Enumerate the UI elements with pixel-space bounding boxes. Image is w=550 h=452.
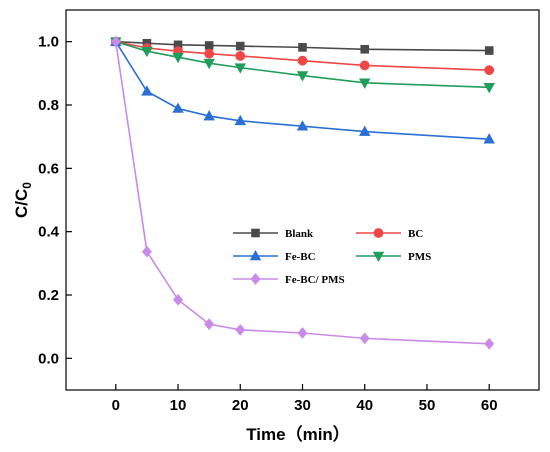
data-point [141,245,152,258]
series-fe-bc-pms [110,35,495,350]
data-point [359,60,370,71]
y-axis-title-main: C/C [12,189,31,218]
legend-marker [372,251,385,263]
legend-item: BC [356,228,423,240]
data-point [484,46,494,55]
y-tick-label: 0.0 [38,350,59,367]
series-fe-bc [110,35,495,144]
data-point [359,78,371,89]
x-tick-label: 20 [232,397,249,414]
data-point [296,120,309,131]
series-line [115,40,490,52]
legend-label: Fe-BC [285,251,316,263]
data-point [234,114,246,126]
y-axis-title: C/C0 [12,182,34,218]
data-point [204,41,214,50]
y-axis-title-subscript: 0 [20,182,34,189]
data-point [483,133,495,144]
legend-item: PMS [356,251,431,263]
legend-marker [249,249,262,261]
y-axis: 0.0 0.2 0.4 0.6 0.8 1.0 [38,34,72,367]
data-point [141,46,153,58]
y-tick-label: 1.0 [38,34,59,51]
series-blank [111,37,494,55]
data-point [204,318,215,330]
legend: Blank BC Fe-BC PMS Fe-BC/ PMS [233,228,431,286]
legend-item: Fe-BC/ PMS [233,273,345,286]
data-point [298,43,307,52]
x-tick-label: 10 [170,397,187,414]
legend-item: Blank [233,228,314,240]
y-tick-label: 0.8 [38,97,59,114]
y-tick-label: 0.2 [38,287,59,304]
data-point [296,71,309,82]
legend-marker [373,228,384,238]
legend-label: BC [408,228,423,240]
data-point [235,51,246,61]
data-point [297,327,308,339]
data-point [484,337,495,350]
data-point [203,58,215,70]
legend-label: PMS [408,251,431,263]
series-line [114,41,490,345]
legend-item: Fe-BC [233,249,316,263]
x-tick-label: 30 [294,397,311,414]
x-tick-label: 50 [419,397,436,414]
x-tick-label: 40 [356,397,373,414]
x-tick-label: 60 [481,397,498,414]
series-layer [110,35,495,350]
data-point [172,52,184,64]
data-point [484,65,495,76]
data-point [141,85,153,96]
series-line [115,40,490,89]
data-point [203,110,215,121]
x-axis-title: Time（min） [246,424,350,444]
data-point [359,125,371,136]
data-point [204,48,215,59]
x-tick-label: 0 [112,397,120,414]
data-point [235,323,246,336]
y-tick-label: 0.4 [38,224,60,241]
data-point [234,63,246,74]
data-point [297,55,308,66]
y-tick-label: 0.6 [38,160,59,177]
x-axis: 0 10 20 30 40 50 60 [112,384,498,414]
series-line [115,40,490,71]
data-point [110,35,121,48]
legend-label: Fe-BC/ PMS [285,274,345,286]
legend-marker [251,228,260,238]
data-point [483,82,495,94]
data-point [173,293,184,306]
data-point [359,332,370,345]
series-line [115,41,490,140]
data-point [172,102,184,113]
legend-marker [250,273,261,285]
data-point [235,41,245,51]
legend-label: Blank [285,228,314,240]
data-point [360,44,370,54]
